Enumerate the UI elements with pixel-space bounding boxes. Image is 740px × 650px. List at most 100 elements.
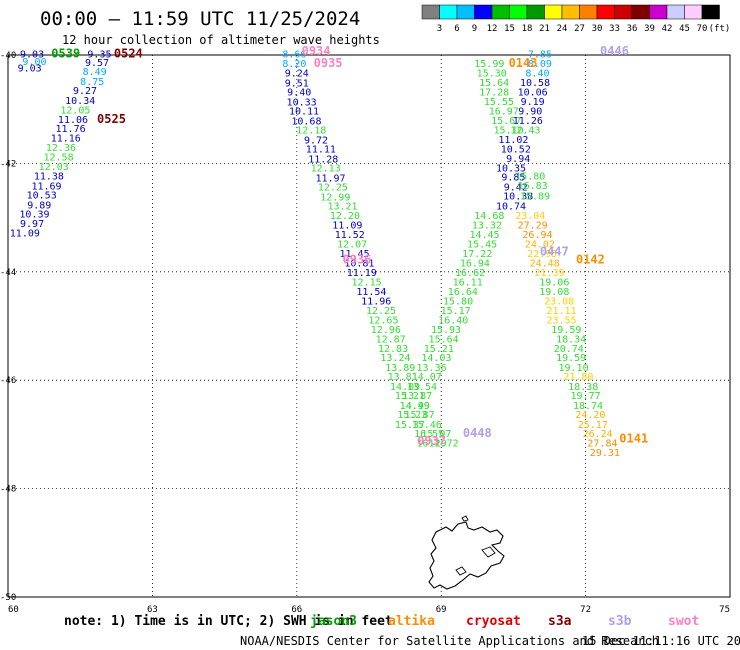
wave-height-point: 15.55 xyxy=(484,97,514,108)
wave-height-point: 15.21 xyxy=(395,391,425,402)
wave-height-point: 10.11 xyxy=(289,107,319,118)
wave-height-point: 15.46 xyxy=(412,420,442,431)
wave-height-point: 15.17 xyxy=(441,306,471,317)
wave-height-point: 12.87 xyxy=(376,334,406,345)
wave-height-point: 15.30 xyxy=(477,69,507,80)
wave-height-point: 13.36 xyxy=(417,363,447,374)
y-tick-label: -48 xyxy=(0,485,16,495)
wave-height-point: 11.19 xyxy=(347,268,377,279)
wave-height-point: 12.20 xyxy=(330,211,360,222)
pass-id-label: 0447 xyxy=(540,245,569,259)
wave-height-point: 12.83 xyxy=(378,344,408,355)
y-tick-label: -46 xyxy=(0,376,16,386)
wave-height-point: 18.38 xyxy=(568,382,598,393)
footer-timestamp: 15 Dec 11:11:16 UTC 2024 xyxy=(582,634,740,648)
wave-height-point: 27.29 xyxy=(518,220,548,231)
colorbar-swatch xyxy=(614,4,633,20)
wave-height-point: 16.11 xyxy=(453,277,483,288)
wave-height-point: 15.45 xyxy=(467,239,497,250)
wave-height-point: 16.19 xyxy=(417,438,447,449)
colorbar-swatch xyxy=(474,4,493,20)
island-fragment-east xyxy=(481,546,496,558)
wave-height-point: 13.21 xyxy=(327,201,357,212)
x-tick-label: 75 xyxy=(719,605,730,615)
wave-height-point: 21.39 xyxy=(534,268,564,279)
x-tick-label: 69 xyxy=(436,605,447,615)
wave-height-point: 10.52 xyxy=(501,145,531,156)
island-fragment-north xyxy=(461,515,469,522)
colorbar-swatch xyxy=(491,4,510,20)
wave-height-point: 9.85 xyxy=(501,173,525,184)
wave-height-point: 16.97 xyxy=(489,107,519,118)
wave-height-point: 15.64 xyxy=(429,334,459,345)
wave-height-point: 16.55 xyxy=(414,429,444,440)
wave-height-point: 13.54 xyxy=(407,382,437,393)
wave-height-point: 19.77 xyxy=(571,391,601,402)
wave-height-point: 18.74 xyxy=(573,401,603,412)
wave-height-point: 19.08 xyxy=(539,287,569,298)
wave-height-point: 9.72 xyxy=(304,135,328,146)
wave-height-point: 15.67 xyxy=(491,116,521,127)
wave-height-point: 9.40 xyxy=(287,88,311,99)
wave-height-point: 19.59 xyxy=(556,353,586,364)
wave-height-point: 8.66 xyxy=(282,50,306,61)
pass-id-label: 0446 xyxy=(600,44,629,58)
wave-height-point: 13.24 xyxy=(380,353,410,364)
wave-height-point: 13.87 xyxy=(402,391,432,402)
wave-height-point: 16.94 xyxy=(460,258,490,269)
wave-height-point: 19.59 xyxy=(551,325,581,336)
wave-height-point: 24.48 xyxy=(530,258,560,269)
wave-height-point: 15.89 xyxy=(520,192,550,203)
satellite-legend-cryosat: cryosat xyxy=(466,614,521,629)
colorbar-tick-label: 18 xyxy=(522,24,533,34)
wave-height-point: 10.35 xyxy=(496,164,526,175)
colorbar-swatch xyxy=(456,4,475,20)
wave-height-point: 9.90 xyxy=(518,107,542,118)
wave-height-point: 14.49 xyxy=(400,401,430,412)
wave-height-point: 10.34 xyxy=(65,96,95,107)
pass-id-label: 0143 xyxy=(509,56,538,70)
wave-height-point: 15.99 xyxy=(474,59,504,70)
pass-id-label: 0142 xyxy=(576,253,605,267)
colorbar-swatch xyxy=(649,4,668,20)
wave-height-point: 9.89 xyxy=(27,200,51,211)
wave-height-point: 9.42 xyxy=(504,183,528,194)
wave-height-point: 16.64 xyxy=(448,287,478,298)
wave-height-point: 11.26 xyxy=(513,116,543,127)
wave-height-point: 10.38 xyxy=(503,192,533,203)
satellite-legend-swot: swot xyxy=(668,614,699,629)
colorbar-swatch xyxy=(701,4,720,20)
wave-height-point: 15.80 xyxy=(443,296,473,307)
wave-height-point: 15.87 xyxy=(404,410,434,421)
wave-height-point: 9.03 xyxy=(18,63,42,74)
wave-height-point: 16.62 xyxy=(455,268,485,279)
wave-height-point: 12.99 xyxy=(320,192,350,203)
colorbar-swatch xyxy=(561,4,580,20)
pass-id-label: 0935 xyxy=(314,56,343,70)
wave-height-point: 14.07 xyxy=(412,372,442,383)
colorbar-tick-label: 12 xyxy=(487,24,498,34)
wave-height-point: 19.06 xyxy=(539,277,569,288)
satellite-legend-s3a: s3a xyxy=(548,614,572,629)
wave-height-point: 23.04 xyxy=(515,211,545,222)
footer: note: 1) Time is in UTC; 2) SWH is in fe… xyxy=(64,614,740,648)
chart-subtitle: 12 hour collection of altimeter wave hei… xyxy=(62,33,380,47)
pass-id-label: 0936 xyxy=(343,253,372,267)
wave-height-point: 12.58 xyxy=(43,153,73,164)
wave-height-point: 9.03 xyxy=(20,50,44,61)
wave-height-point: 9.94 xyxy=(506,154,530,165)
colorbar-swatch xyxy=(439,4,458,20)
wave-height-point: 9.51 xyxy=(285,78,309,89)
wave-height-point: 7.85 xyxy=(528,50,552,61)
wave-height-point: 12.15 xyxy=(352,277,382,288)
island-main xyxy=(428,521,505,590)
wave-height-point: 8.09 xyxy=(528,59,552,70)
colorbar-tick-label: 70 xyxy=(697,24,708,34)
y-tick-label: -42 xyxy=(0,159,16,169)
colorbar-tick-label: 3 xyxy=(437,24,442,34)
wave-height-point: 11.96 xyxy=(361,296,391,307)
wave-height-point: 9.57 xyxy=(85,58,109,69)
wave-height-point: 17.22 xyxy=(462,249,492,260)
